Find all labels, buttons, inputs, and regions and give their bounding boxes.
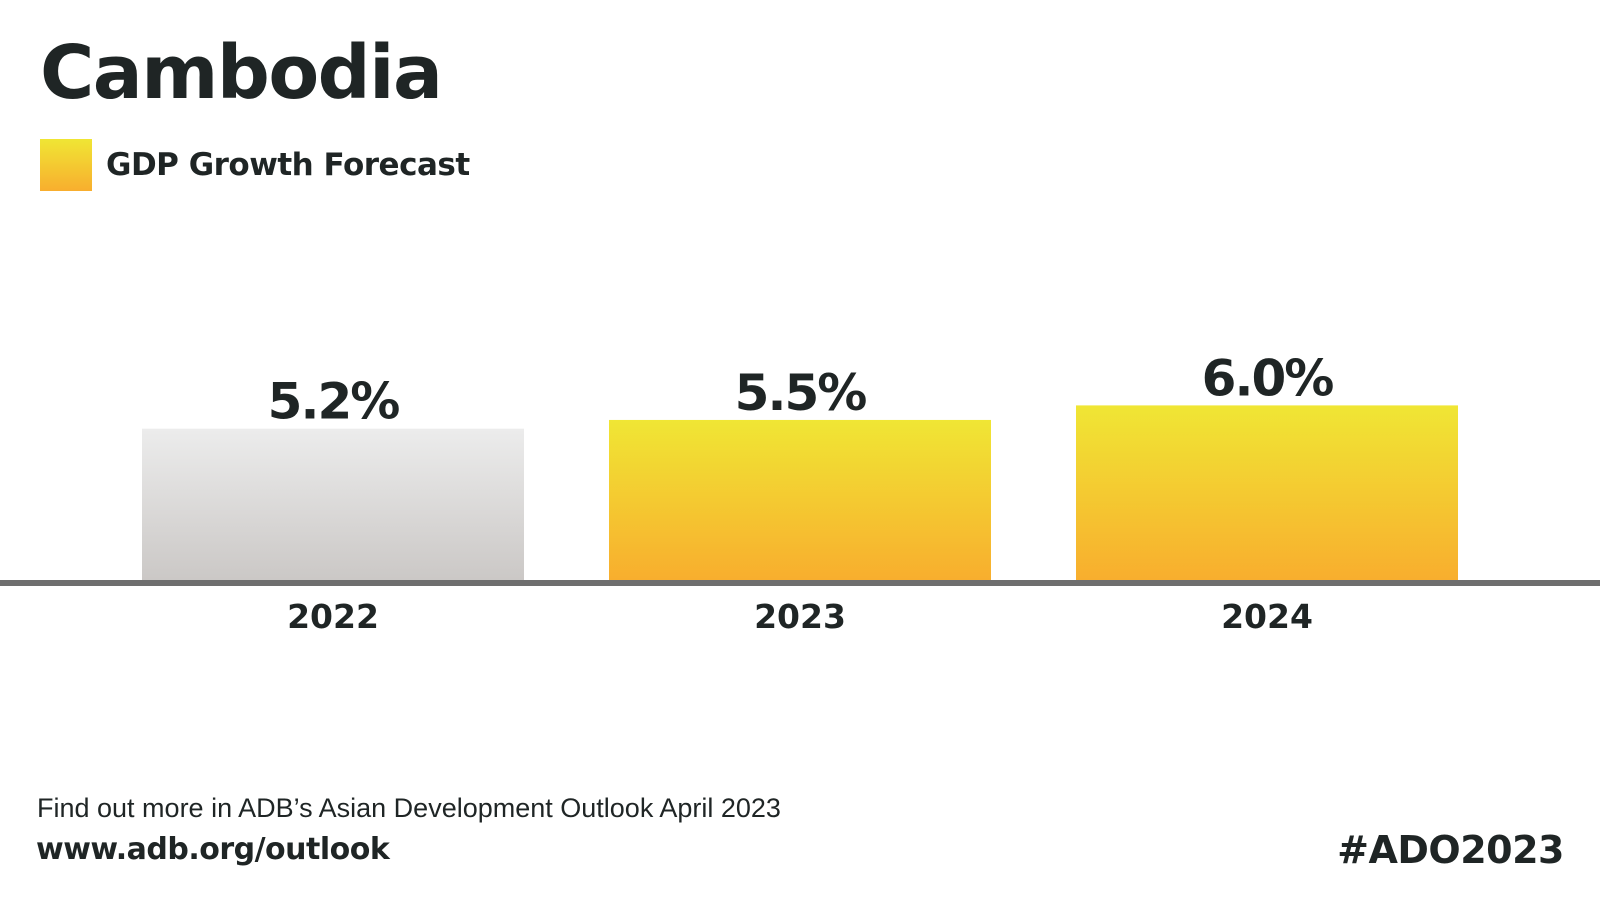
legend: GDP Growth Forecast bbox=[40, 139, 470, 191]
outlook-link[interactable]: www.adb.org/outlook bbox=[36, 832, 390, 867]
legend-swatch-forecast bbox=[40, 139, 92, 191]
data-label-2023: 5.5% bbox=[735, 364, 867, 422]
x-axis-line bbox=[0, 580, 1600, 586]
footer-note: Find out more in ADB’s Asian Development… bbox=[37, 793, 781, 823]
hashtag: #ADO2023 bbox=[1337, 828, 1564, 872]
page-title: Cambodia bbox=[40, 30, 443, 116]
x-tick-label-2023: 2023 bbox=[754, 597, 846, 636]
data-label-2024: 6.0% bbox=[1202, 349, 1334, 407]
legend-label: GDP Growth Forecast bbox=[106, 147, 470, 183]
x-tick-label-2022: 2022 bbox=[287, 597, 379, 636]
data-label-2022: 5.2% bbox=[268, 373, 400, 431]
bar-2024 bbox=[1076, 405, 1458, 580]
x-tick-label-2024: 2024 bbox=[1221, 597, 1313, 636]
bar-2023 bbox=[609, 419, 991, 580]
bar-2022 bbox=[142, 428, 524, 580]
